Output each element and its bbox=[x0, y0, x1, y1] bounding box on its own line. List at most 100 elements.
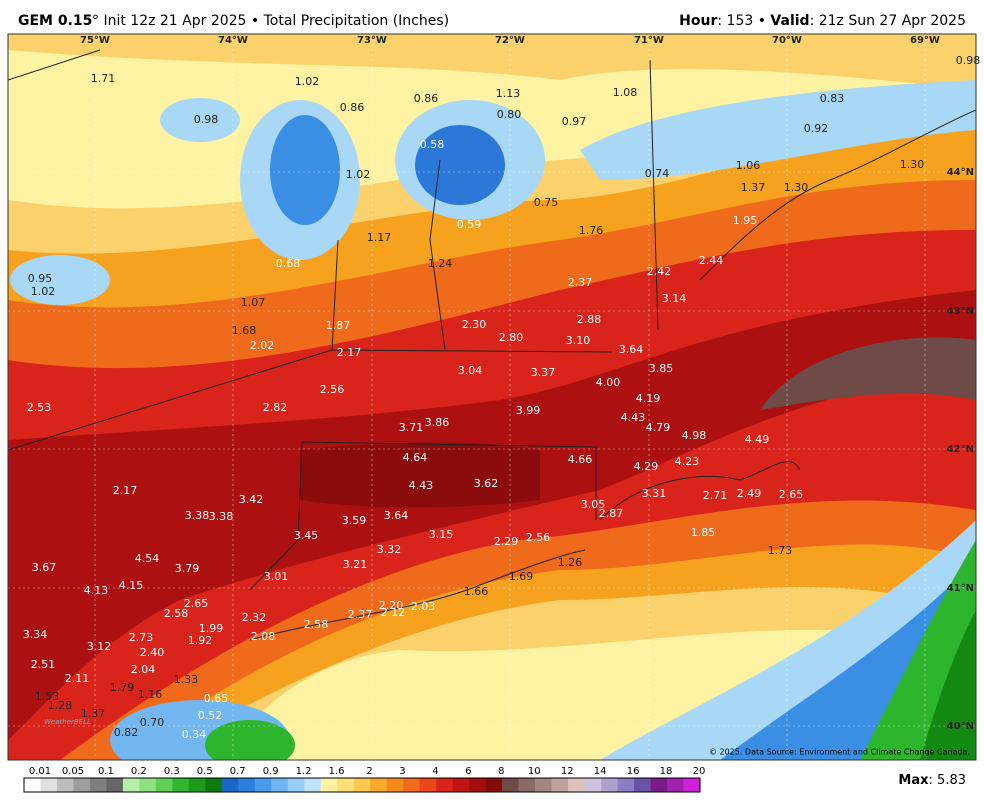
precip-value: 2.20 bbox=[379, 599, 404, 612]
precip-value: 2.04 bbox=[131, 663, 156, 676]
title: ° Init 12z 21 Apr 2025 • Total Precipita… bbox=[92, 13, 449, 29]
precip-value: 3.34 bbox=[23, 628, 48, 641]
precip-value: 1.28 bbox=[48, 699, 73, 712]
precip-value: 3.42 bbox=[239, 493, 264, 506]
precip-value: 0.74 bbox=[645, 167, 670, 180]
colorbar-swatch bbox=[452, 778, 470, 792]
precip-value: 1.37 bbox=[741, 181, 766, 194]
colorbar-swatch bbox=[73, 778, 91, 792]
colorbar-swatch bbox=[502, 778, 519, 792]
precip-value: 3.38 bbox=[185, 509, 210, 522]
shade bbox=[270, 115, 340, 225]
precip-value: 2.80 bbox=[499, 331, 524, 344]
precip-value: 1.79 bbox=[110, 681, 135, 694]
colorbar-swatch bbox=[403, 778, 421, 792]
precip-value: 2.71 bbox=[703, 489, 728, 502]
shade bbox=[205, 720, 295, 760]
precip-value: 2.11 bbox=[65, 672, 90, 685]
colorbar-swatch bbox=[238, 778, 256, 792]
precip-value: 2.56 bbox=[526, 531, 551, 544]
precip-value: 1.17 bbox=[367, 231, 392, 244]
precip-value: 1.37 bbox=[81, 707, 106, 720]
precip-value: 1.30 bbox=[900, 158, 925, 171]
precip-value: 0.70 bbox=[140, 716, 165, 729]
precip-value: 2.02 bbox=[250, 339, 275, 352]
precip-value: 1.02 bbox=[346, 168, 371, 181]
precip-value: 2.12 bbox=[381, 606, 406, 619]
precip-value: 4.23 bbox=[675, 455, 700, 468]
precip-value: 0.59 bbox=[457, 218, 482, 231]
precip-value: 3.67 bbox=[32, 561, 57, 574]
precip-value: 1.13 bbox=[496, 87, 521, 100]
precip-value: 2.37 bbox=[568, 276, 593, 289]
precip-value: 1.33 bbox=[174, 673, 199, 686]
precip-value: 0.98 bbox=[194, 113, 219, 126]
precip-value: 2.29 bbox=[494, 535, 519, 548]
precip-value: 3.64 bbox=[619, 343, 644, 356]
precip-value: 0.92 bbox=[804, 122, 829, 135]
precip-value: 2.03 bbox=[411, 600, 436, 613]
shade bbox=[415, 125, 505, 205]
shade bbox=[10, 255, 110, 305]
precip-value: 0.34 bbox=[182, 728, 207, 741]
shade bbox=[300, 442, 540, 508]
latitude-label: 44°N bbox=[947, 167, 974, 178]
colorbar-label: 14 bbox=[594, 766, 607, 777]
precip-value: 3.10 bbox=[566, 334, 591, 347]
precip-value: 3.79 bbox=[175, 562, 200, 575]
shade bbox=[8, 34, 976, 90]
colorbar-label: 12 bbox=[561, 766, 574, 777]
max-value: : 5.83 bbox=[929, 773, 966, 788]
colorbar-swatch bbox=[139, 778, 157, 792]
precip-value: 3.45 bbox=[294, 529, 319, 542]
colorbar-swatch bbox=[518, 778, 536, 792]
precip-value: 2.44 bbox=[699, 254, 724, 267]
precip-value: 4.00 bbox=[596, 376, 621, 389]
colorbar-label: 4 bbox=[432, 766, 438, 777]
latitude-label: 43°N bbox=[947, 306, 974, 317]
colorbar-label: 1.2 bbox=[296, 766, 312, 777]
precip-value: 1.66 bbox=[464, 585, 489, 598]
colorbar-label: 0.7 bbox=[230, 766, 246, 777]
colorbar-swatch bbox=[40, 778, 58, 792]
precip-value: 0.86 bbox=[340, 101, 365, 114]
precip-value: 4.43 bbox=[621, 411, 646, 424]
precip-value: 1.85 bbox=[691, 526, 716, 539]
precip-value: 1.73 bbox=[768, 544, 793, 557]
precip-value: 2.87 bbox=[599, 507, 624, 520]
colorbar-label: 0.1 bbox=[98, 766, 114, 777]
colorbar-swatch bbox=[469, 778, 486, 792]
precip-value: 2.53 bbox=[27, 401, 52, 414]
colorbar-swatch bbox=[271, 778, 289, 792]
precip-value: 2.56 bbox=[320, 383, 345, 396]
colorbar-swatch bbox=[634, 778, 651, 792]
map-frame bbox=[7, 33, 977, 761]
precip-value: 4.66 bbox=[568, 453, 593, 466]
colorbar-swatch bbox=[337, 778, 355, 792]
shade bbox=[160, 98, 240, 142]
precip-value: 1.53 bbox=[35, 690, 60, 703]
colorbar-swatch bbox=[683, 778, 701, 792]
colorbar-label: 18 bbox=[660, 766, 673, 777]
precip-value: 2.42 bbox=[647, 265, 672, 278]
shade bbox=[580, 80, 976, 180]
shade bbox=[760, 337, 976, 410]
precip-value: 1.92 bbox=[188, 634, 213, 647]
precip-value: 2.37 bbox=[348, 608, 373, 621]
max-label: Max bbox=[898, 773, 929, 788]
colorbar-label: 0.5 bbox=[197, 766, 213, 777]
colorbar-label: 0.3 bbox=[164, 766, 180, 777]
precip-value: 3.85 bbox=[649, 362, 674, 375]
precip-value: 0.58 bbox=[420, 138, 445, 151]
colorbar-label: 0.2 bbox=[131, 766, 147, 777]
precip-value: 4.43 bbox=[409, 479, 434, 492]
colorbar-swatch bbox=[485, 778, 503, 792]
precip-value: 0.97 bbox=[562, 115, 587, 128]
map bbox=[8, 34, 976, 760]
precip-value: 2.65 bbox=[184, 597, 209, 610]
precip-value: 3.59 bbox=[342, 514, 367, 527]
precip-value: 0.52 bbox=[198, 709, 223, 722]
precip-value: 3.12 bbox=[87, 640, 112, 653]
colorbar-swatch bbox=[221, 778, 239, 792]
